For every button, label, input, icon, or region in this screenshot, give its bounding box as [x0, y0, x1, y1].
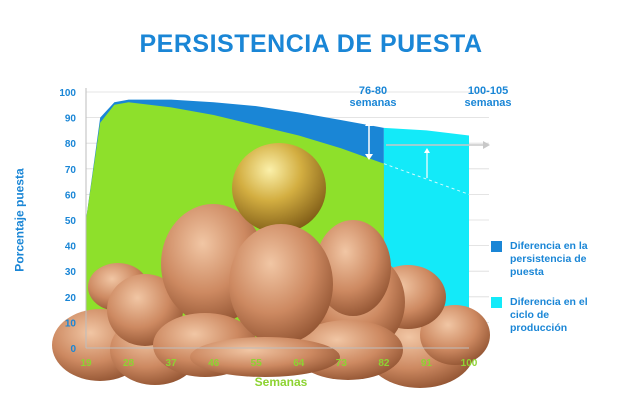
- x-tick-label: 91: [421, 358, 433, 369]
- x-tick-label: 64: [293, 358, 305, 369]
- x-tick-label: 82: [378, 358, 390, 369]
- annotation-100-105-weeks: 100-105 semanas: [464, 85, 512, 109]
- x-tick-labels: 19 28 37 46 55 64 73 82 91 100: [80, 358, 477, 369]
- legend-swatch: [491, 241, 502, 252]
- arrow-head-up: [424, 148, 430, 153]
- y-tick-label: 100: [59, 88, 76, 99]
- golden-egg: [232, 143, 326, 233]
- y-tick-label: 70: [65, 165, 77, 176]
- y-tick-label: 40: [65, 242, 77, 253]
- egg: [420, 305, 490, 365]
- legend-label: Diferencia en la persistencia de puesta: [510, 240, 588, 278]
- y-tick-label: 10: [65, 318, 77, 329]
- y-tick-label: 80: [65, 139, 77, 150]
- y-tick-label: 20: [65, 293, 77, 304]
- y-tick-label: 60: [65, 190, 77, 201]
- y-tick-label: 30: [65, 267, 77, 278]
- y-tick-label: 50: [65, 216, 77, 227]
- y-tick-labels: 0 10 20 30 40 50 60 70 80 90 100: [59, 88, 76, 355]
- annotation-arrows: [365, 120, 490, 178]
- arrow-head-right: [483, 141, 490, 149]
- egg: [315, 220, 391, 316]
- y-tick-label: 90: [65, 114, 77, 125]
- annotation-76-80-weeks: 76-80 semanas: [349, 85, 397, 109]
- x-tick-label: 73: [336, 358, 348, 369]
- y-axis-label: Porcentaje puesta: [13, 168, 27, 272]
- arrow-head-down: [365, 154, 373, 160]
- x-tick-label: 46: [208, 358, 220, 369]
- egg: [229, 224, 333, 344]
- y-tick-label: 0: [70, 344, 76, 355]
- arrow-head-up: [365, 120, 373, 126]
- chart-title: PERSISTENCIA DE PUESTA: [139, 30, 483, 58]
- x-tick-label: 55: [251, 358, 263, 369]
- x-tick-label: 37: [166, 358, 178, 369]
- legend-swatch: [491, 297, 502, 308]
- x-axis-label: Semanas: [254, 375, 308, 389]
- egg-pile-illustration: [52, 143, 490, 388]
- x-tick-label: 100: [461, 358, 478, 369]
- x-tick-label: 28: [123, 358, 135, 369]
- x-tick-label: 19: [80, 358, 92, 369]
- egg: [190, 337, 340, 377]
- legend-label: Diferencia en el ciclo de producción: [510, 296, 588, 334]
